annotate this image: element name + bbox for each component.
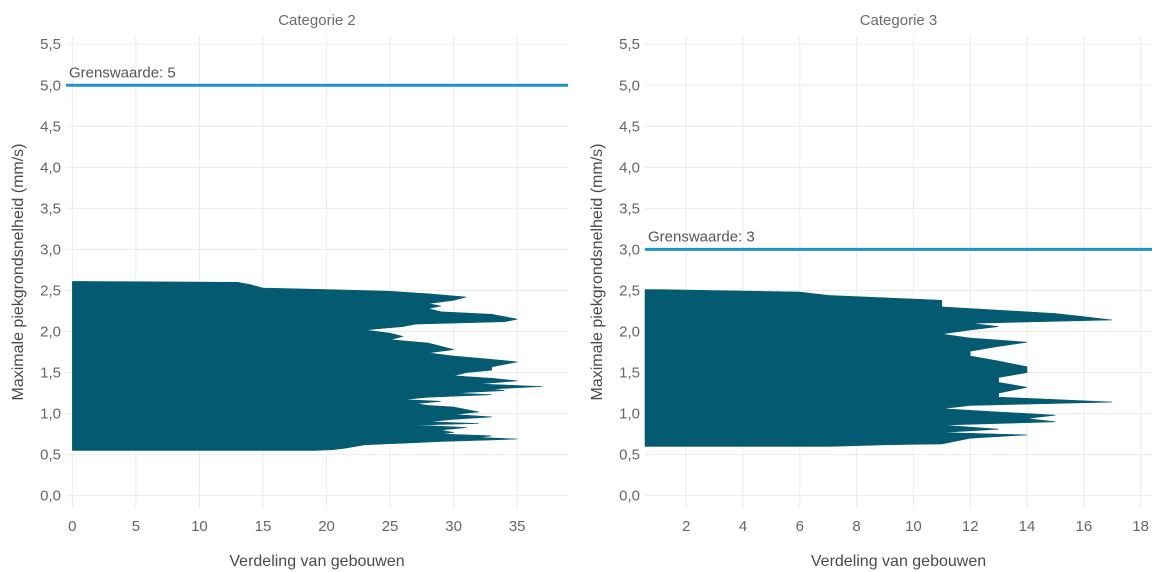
x-tick-label: 20 [318,518,335,535]
y-tick-label: 1,0 [40,406,61,423]
distribution-area [72,281,543,451]
x-tick-label: 15 [255,518,272,535]
x-tick-label: 8 [852,518,860,535]
y-tick-label: 3,5 [619,200,640,217]
y-tick-label: 4,0 [619,159,640,176]
y-tick-label: 2,0 [619,324,640,341]
chart-panel-categorie-2: Grenswaarde: 5 0,0 0,5 1,0 1,5 2,0 2,5 3,0 3,5 4,… [10,12,568,570]
reference-line-label: Grenswaarde: 3 [648,228,755,245]
x-tick-label: 25 [382,518,399,535]
y-axis-title: Maximale piekgrondsnelheid (mm/s) [10,144,27,401]
x-tick-label: 18 [1132,518,1149,535]
y-tick-label: 0,5 [619,447,640,464]
x-tick-label: 5 [132,518,140,535]
y-tick-label: 0,0 [40,488,61,505]
x-tick-label: 4 [739,518,747,535]
y-tick-label: 3,0 [40,241,61,258]
y-tick-label: 3,5 [40,200,61,217]
x-tick-label: 14 [1019,518,1036,535]
x-tick-label: 16 [1075,518,1092,535]
y-tick-label: 1,5 [40,365,61,382]
y-tick-label: 4,0 [40,159,61,176]
y-tick-label: 1,0 [619,406,640,423]
y-tick-label: 5,0 [40,77,61,94]
x-tick-label: 0 [68,518,76,535]
x-axis-title: Verdeling van gebouwen [229,553,404,570]
y-tick-label: 3,0 [619,241,640,258]
distribution-area [644,289,1113,447]
x-tick-label: 10 [191,518,208,535]
y-tick-label: 5,0 [619,77,640,94]
x-tick-label: 30 [445,518,462,535]
y-axis-title: Maximale piekgrondsnelheid (mm/s) [589,144,606,401]
y-tick-label: 2,5 [40,282,61,299]
x-tick-label: 2 [682,518,690,535]
panel-title: Categorie 2 [278,12,356,29]
x-tick-label: 10 [905,518,922,535]
x-tick-label: 12 [962,518,979,535]
y-tick-label: 2,5 [619,282,640,299]
panel-title: Categorie 3 [860,12,938,29]
chart-panel-categorie-3: Grenswaarde: 3 0,0 0,5 1,0 1,5 2,0 2,5 3,0 3,5 4,… [589,12,1152,570]
y-tick-label: 4,5 [619,118,640,135]
x-tick-label: 35 [509,518,526,535]
y-tick-label: 4,5 [40,118,61,135]
x-tick-label: 6 [796,518,804,535]
y-tick-label: 0,5 [40,447,61,464]
x-axis-title: Verdeling van gebouwen [811,553,986,570]
y-tick-label: 0,0 [619,488,640,505]
y-tick-label: 5,5 [40,36,61,53]
y-tick-label: 1,5 [619,365,640,382]
y-tick-label: 2,0 [40,324,61,341]
y-tick-label: 5,5 [619,36,640,53]
reference-line-label: Grenswaarde: 5 [69,64,176,81]
